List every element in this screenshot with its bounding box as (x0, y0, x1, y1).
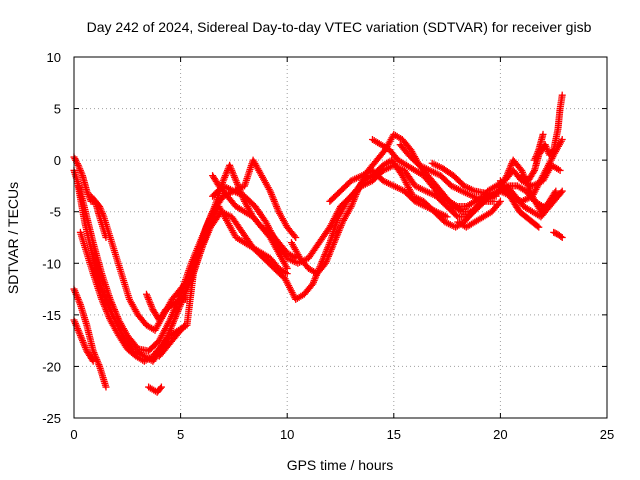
y-tick-label: -20 (42, 359, 61, 374)
x-tick-label: 0 (70, 427, 77, 442)
data-point (89, 357, 97, 365)
data-point (539, 203, 547, 211)
data-point (495, 199, 503, 207)
chart-title: Day 242 of 2024, Sidereal Day-to-day VTE… (87, 19, 592, 35)
data-points (70, 91, 566, 396)
data-point (73, 160, 81, 168)
data-point (157, 383, 165, 391)
data-point (156, 384, 164, 392)
data-point (88, 356, 96, 364)
series-track-16 (428, 159, 500, 200)
x-tick-label: 15 (387, 427, 401, 442)
data-point (549, 147, 557, 155)
y-tick-label: 5 (54, 102, 61, 117)
x-tick-label: 25 (600, 427, 614, 442)
data-point (551, 189, 559, 197)
data-point (443, 213, 451, 221)
y-tick-label: 10 (47, 50, 61, 65)
series-track-12 (209, 172, 300, 262)
series-track-22 (454, 197, 504, 231)
data-point (102, 234, 110, 241)
series-track-2 (74, 156, 560, 365)
data-point (496, 197, 504, 205)
series-track-9 (145, 383, 165, 396)
series-track-8 (142, 290, 191, 324)
x-tick-label: 10 (280, 427, 294, 442)
y-tick-label: -10 (42, 256, 61, 271)
data-point (292, 234, 300, 241)
series-track-20 (496, 177, 543, 231)
data-point (533, 222, 541, 230)
data-point (557, 188, 565, 196)
data-point (556, 166, 564, 174)
y-tick-label: -5 (49, 205, 61, 220)
data-point (558, 187, 566, 195)
data-point (539, 130, 547, 138)
y-tick-label: -25 (42, 411, 61, 426)
data-point (492, 192, 500, 200)
grid (74, 57, 607, 418)
data-point (557, 232, 565, 240)
data-point (181, 321, 189, 329)
data-point (291, 232, 299, 240)
series-track-23 (326, 166, 451, 221)
series-track-7 (87, 192, 110, 241)
data-point (558, 136, 566, 144)
x-axis-label: GPS time / hours (287, 457, 394, 473)
data-point (535, 223, 543, 231)
data-point (180, 323, 188, 331)
series-track-17 (503, 182, 566, 221)
series-track-21 (550, 228, 566, 241)
series-track-19 (531, 130, 547, 164)
y-tick-label: 0 (54, 153, 61, 168)
data-point (183, 295, 191, 303)
y-axis-label: SDTVAR / TECUs (5, 182, 21, 294)
data-point (90, 196, 98, 204)
series-track-15 (396, 141, 498, 205)
data-point (558, 91, 566, 99)
axis-ticks: 0 5 10 15 20 25 -25 -20 -15 -10 -5 0 5 10 (42, 50, 614, 442)
x-tick-label: 5 (177, 427, 184, 442)
data-point (102, 383, 110, 391)
series-track-5 (70, 285, 110, 391)
x-tick-label: 20 (493, 427, 507, 442)
data-point (558, 234, 566, 241)
plot-frame (73, 56, 608, 419)
data-point (530, 168, 538, 176)
data-point (552, 187, 560, 195)
data-point (283, 264, 291, 272)
data-point (452, 212, 460, 220)
series-track-10 (155, 321, 189, 360)
y-tick-label: -15 (42, 308, 61, 323)
